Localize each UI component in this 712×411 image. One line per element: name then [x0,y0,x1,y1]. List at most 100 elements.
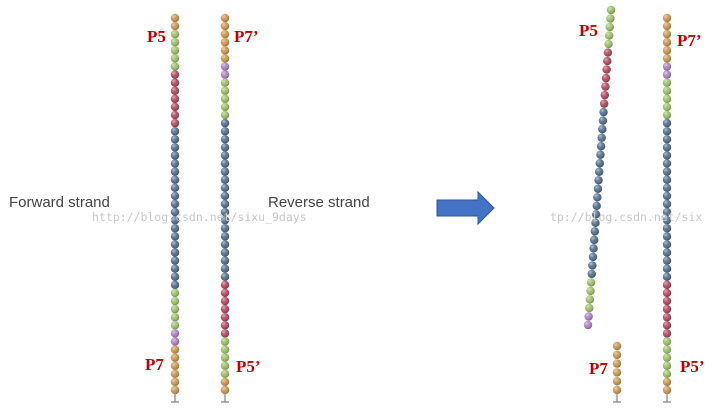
bead-highlight [170,280,180,290]
left-p7-label: P7 [145,355,164,374]
bead-highlight [599,99,609,108]
bead-highlight [603,48,613,57]
bead-highlight [220,21,230,31]
bead-highlight [170,272,180,281]
bead-highlight [612,359,622,368]
bead-highlight [220,345,230,354]
bead-highlight [170,86,180,95]
bead-highlight [170,296,180,306]
right-arrow-icon [436,190,495,226]
bead-highlight [662,377,672,387]
bead-highlight [662,321,672,330]
bead-highlight [662,329,672,338]
bead-highlight [170,118,180,128]
bead-highlight [220,151,230,160]
bead-highlight [585,303,594,313]
bead-highlight [220,118,230,128]
bead-highlight [170,127,180,136]
bead-highlight [220,38,230,47]
bead-highlight [170,337,180,346]
bead-highlight [603,56,612,66]
bead-highlight [594,167,604,176]
bead-highlight [662,264,672,273]
watermark-right: tp://blog.csdn.net/six [550,210,702,224]
left-p7-prime-label: P7’ [234,27,259,46]
bead-highlight [220,191,230,201]
bead-highlight [612,368,622,377]
bead-highlight [662,175,672,184]
bead-highlight [662,345,672,354]
bead-highlight [600,90,609,100]
bead-highlight [662,272,672,281]
bead-highlight [170,29,180,39]
bead-highlight [662,369,672,379]
bead-highlight [220,313,230,322]
bead-highlight [170,13,180,23]
bead-highlight [606,14,615,23]
bead-highlight [170,256,180,265]
bead-highlight [220,232,230,241]
bead-highlight [594,176,603,185]
product-short-strand-beads [612,341,622,395]
bead-highlight [662,385,672,395]
bead-highlight [583,320,593,330]
bead-highlight [597,133,606,142]
bead-highlight [170,199,180,209]
bead-highlight [662,191,672,201]
bead-highlight [593,184,603,193]
bead-highlight [220,110,230,120]
bead-highlight [170,62,180,71]
bead-highlight [602,65,611,74]
bead-highlight [662,102,672,112]
bead-highlight [170,102,180,112]
bead-highlight [170,248,180,257]
bead-highlight [220,175,230,184]
bead-highlight [220,13,230,23]
bead-highlight [662,361,672,370]
bead-highlight [220,159,230,168]
bead-highlight [170,207,180,217]
bead-highlight [170,110,180,120]
right-p5-prime-label: P5’ [680,357,705,376]
left-p5-prime-label: P5’ [236,357,261,376]
bead-highlight [170,361,180,370]
bead-highlight [662,304,672,314]
bead-highlight [662,199,672,209]
bead-highlight [170,224,180,233]
bead-highlight [662,353,672,362]
bead-highlight [612,341,622,351]
bead-highlight [662,232,672,241]
bead-highlight [220,272,230,281]
bead-highlight [605,22,614,32]
bead-highlight [220,240,230,249]
bead-highlight [220,143,230,152]
bead-highlight [590,227,600,236]
bead-highlight [662,143,672,152]
bead-highlight [662,29,672,39]
bead-highlight [170,264,180,273]
bead-highlight [596,150,605,159]
bead-highlight [170,54,180,63]
bead-highlight [662,135,672,144]
bead-highlight [662,224,672,233]
bead-highlight [220,369,230,379]
bead-highlight [595,159,605,168]
bead-highlight [220,353,230,362]
bead-highlight [170,151,180,160]
bead-highlight [591,210,601,219]
bead-highlight [220,94,230,104]
bead-highlight [220,62,230,71]
bead-highlight [170,135,180,144]
product-reverse-strand-beads [662,13,672,395]
bead-highlight [170,377,180,387]
bead-highlight [220,78,230,87]
bead-highlight [170,240,180,249]
bead-highlight [220,385,230,395]
bead-highlight [612,385,622,395]
bead-highlight [590,235,599,245]
bead-highlight [170,288,180,298]
bead-highlight [662,62,672,71]
right-p7-prime-label: P7’ [677,31,702,50]
bead-highlight [588,261,597,270]
bead-highlight [170,321,180,330]
